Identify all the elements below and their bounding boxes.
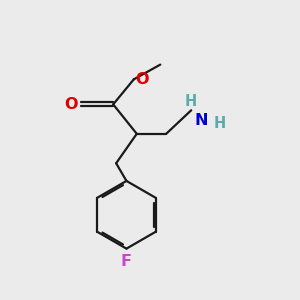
Text: O: O xyxy=(135,72,149,87)
Text: H: H xyxy=(213,116,226,130)
Text: N: N xyxy=(195,113,208,128)
Text: O: O xyxy=(64,97,78,112)
Text: H: H xyxy=(185,94,197,109)
Text: F: F xyxy=(121,254,132,269)
